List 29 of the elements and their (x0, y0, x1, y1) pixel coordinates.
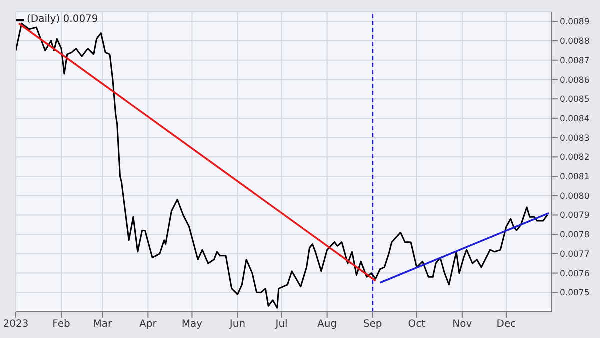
y-tick-label: 0.0089 (560, 18, 590, 28)
y-tick-label: 0.0076 (560, 269, 590, 280)
x-tick-label: Nov (452, 319, 472, 330)
y-tick-label: 0.0088 (560, 37, 590, 48)
y-tick-label: 0.0077 (560, 250, 590, 260)
y-tick-label: 0.0084 (560, 114, 590, 124)
y-tick-label: 0.0079 (560, 211, 590, 222)
x-tick-label: Sep (363, 319, 382, 330)
y-tick-label: 0.0087 (560, 56, 590, 66)
x-tick-label: Mar (93, 319, 113, 330)
chart-title: (Daily) 0.0079 (27, 14, 98, 25)
x-tick-label: May (182, 319, 203, 330)
y-tick-label: 0.0082 (560, 153, 590, 164)
x-tick-label: Feb (52, 319, 70, 330)
x-tick-label: Aug (318, 319, 338, 330)
x-tick-label: Apr (140, 319, 158, 330)
y-tick-label: 0.0085 (560, 95, 590, 106)
x-tick-label: Oct (408, 319, 426, 330)
y-tick-label: 0.0078 (560, 230, 590, 241)
y-tick-label: 0.0080 (560, 192, 590, 202)
y-tick-label: 0.0083 (560, 134, 590, 144)
x-tick-label: Jun (228, 319, 246, 330)
line-series (16, 22, 548, 309)
y-tick-label: 0.0075 (560, 288, 590, 299)
x-tick-label: Jul (274, 319, 288, 330)
x-tick-label: Dec (496, 319, 516, 330)
x-tick-label: 2023 (3, 319, 29, 330)
y-tick-label: 0.0086 (560, 76, 590, 86)
y-tick-label: 0.0081 (560, 172, 590, 183)
